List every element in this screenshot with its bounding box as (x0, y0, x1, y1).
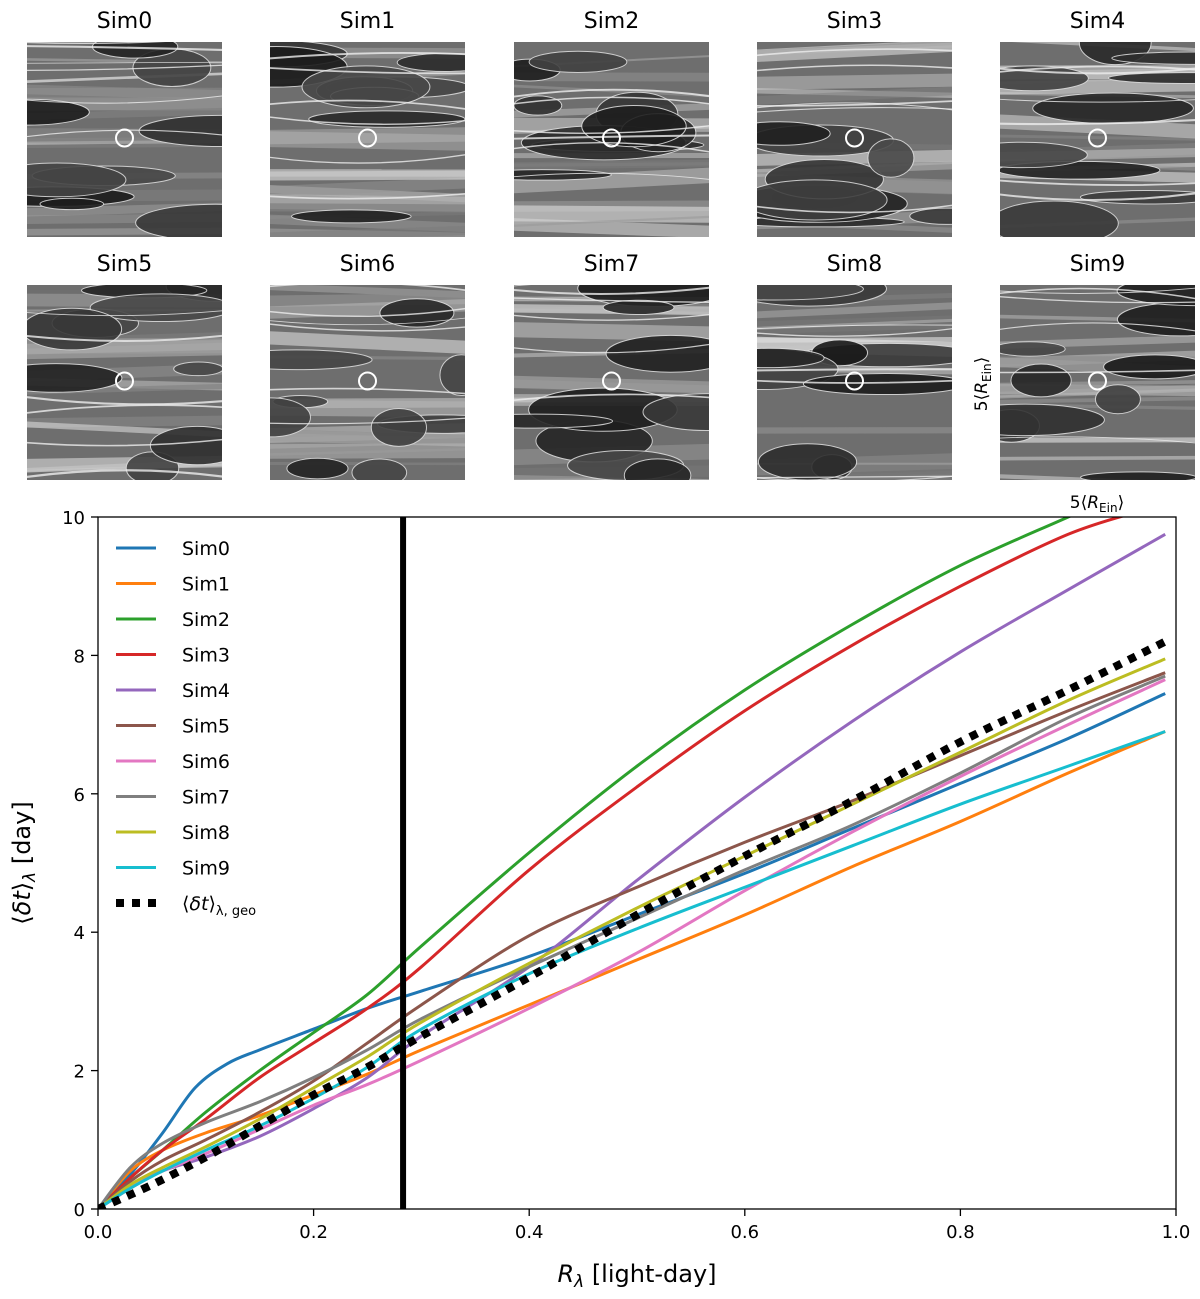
series-line-sim9 (98, 730, 1166, 1209)
series-line-sim4 (98, 532, 1166, 1209)
magnification-map (514, 42, 709, 237)
legend-item: Sim1 (116, 574, 230, 596)
y-tick-label: 2 (74, 1062, 85, 1083)
axis-ticks: 0.0 0.2 0.4 0.6 0.8 1.0 0 2 4 6 8 10 (62, 508, 1190, 1243)
magnification-map (514, 285, 709, 480)
legend-label: Sim8 (182, 822, 230, 844)
legend-item: Sim7 (116, 787, 230, 809)
series-line-sim7 (98, 674, 1166, 1209)
magnification-map (27, 285, 222, 480)
magnification-map (1000, 285, 1195, 480)
legend-label: Sim2 (182, 609, 230, 631)
series-line-sim3 (98, 517, 1125, 1209)
legend-item: Sim3 (116, 645, 230, 667)
map-panel: Sim1 (270, 9, 465, 237)
panel-title: Sim7 (584, 252, 640, 277)
map-panel: Sim8 (757, 252, 952, 480)
panel-title: Sim8 (827, 252, 883, 277)
legend-item: Sim0 (116, 538, 230, 560)
magnification-map (270, 285, 465, 480)
legend-label: Sim7 (182, 787, 230, 809)
magnification-map (1000, 42, 1195, 237)
magnification-map (757, 42, 952, 237)
series-line-sim1 (98, 730, 1166, 1209)
legend-label: Sim4 (182, 680, 230, 702)
series-line-geo (98, 637, 1168, 1209)
panel-title: Sim1 (340, 9, 396, 34)
source-circle-marker (358, 128, 377, 148)
panel-title: Sim4 (1070, 9, 1126, 34)
scale-label-vertical: 5⟨REin⟩ (972, 357, 994, 411)
source-circle-marker (602, 371, 621, 391)
legend-label: ⟨δt⟩λ, geo (182, 893, 256, 919)
legend-label: Sim9 (182, 858, 230, 880)
legend-item: Sim9 (116, 858, 230, 880)
legend-item: Sim8 (116, 822, 230, 844)
legend-label: Sim0 (182, 538, 230, 560)
map-panel: Sim0 (27, 9, 222, 237)
source-circle-marker (115, 128, 134, 148)
series-line-sim2 (98, 517, 1072, 1209)
series-line-sim5 (98, 671, 1166, 1209)
x-tick-label: 1.0 (1162, 1222, 1191, 1243)
panel-title: Sim5 (97, 252, 153, 277)
panel-title: Sim9 (1070, 252, 1126, 277)
series-line-sim6 (98, 678, 1166, 1209)
panel-title: Sim3 (827, 9, 883, 34)
magnification-map (757, 285, 952, 480)
x-tick-label: 0.6 (730, 1222, 759, 1243)
magnification-map (27, 42, 222, 237)
legend-item: Sim2 (116, 609, 230, 631)
legend-item: Sim5 (116, 716, 230, 738)
map-panel: Sim9 (1000, 252, 1195, 480)
source-circle-marker (1088, 371, 1107, 391)
x-axis-label: Rλ [light-day] (557, 1260, 716, 1292)
map-panel: Sim7 (514, 252, 709, 480)
magnification-map (270, 42, 465, 237)
legend-label: Sim6 (182, 751, 230, 773)
chart-series (98, 517, 1168, 1209)
map-panel: Sim3 (757, 9, 952, 237)
y-tick-label: 8 (74, 646, 85, 667)
magnification-map-panels: Sim0 Sim1 Sim2 Sim3 Sim4 Sim5 Sim6 Sim7 Sim8 Sim9 (27, 9, 1195, 480)
map-panel: Sim5 (27, 252, 222, 480)
source-circle-marker (115, 371, 134, 391)
source-circle-marker (358, 371, 377, 391)
source-circle-marker (845, 128, 864, 148)
series-line-sim8 (98, 657, 1166, 1209)
x-tick-label: 0.8 (946, 1222, 975, 1243)
x-tick-label: 0.2 (299, 1222, 328, 1243)
scale-label-horizontal: 5⟨REin⟩ (1070, 493, 1124, 515)
y-axis-label: ⟨δt⟩λ [day] (8, 801, 40, 924)
panel-title: Sim2 (584, 9, 640, 34)
legend-item: ⟨δt⟩λ, geo (116, 893, 256, 919)
legend: Sim0 Sim1 Sim2 Sim3 Sim4 Sim5 Sim6 Sim7 Sim8 Sim9… (116, 538, 256, 919)
map-panel: Sim2 (514, 9, 709, 237)
legend-item: Sim4 (116, 680, 230, 702)
panel-title: Sim6 (340, 252, 396, 277)
legend-item: Sim6 (116, 751, 230, 773)
y-tick-label: 6 (74, 785, 85, 806)
plot-frame (97, 516, 1177, 1210)
source-circle-marker (845, 371, 864, 391)
panel-title: Sim0 (97, 9, 153, 34)
source-circle-marker (1088, 128, 1107, 148)
legend-label: Sim1 (182, 574, 230, 596)
legend-label: Sim5 (182, 716, 230, 738)
x-tick-label: 0.0 (84, 1222, 113, 1243)
map-panel: Sim4 (1000, 9, 1195, 237)
legend-label: Sim3 (182, 645, 230, 667)
map-panel: Sim6 (270, 252, 465, 480)
y-tick-label: 10 (62, 508, 85, 529)
x-tick-label: 0.4 (515, 1222, 544, 1243)
source-circle-marker (602, 128, 621, 148)
y-tick-label: 0 (74, 1200, 85, 1221)
y-tick-label: 4 (74, 923, 85, 944)
